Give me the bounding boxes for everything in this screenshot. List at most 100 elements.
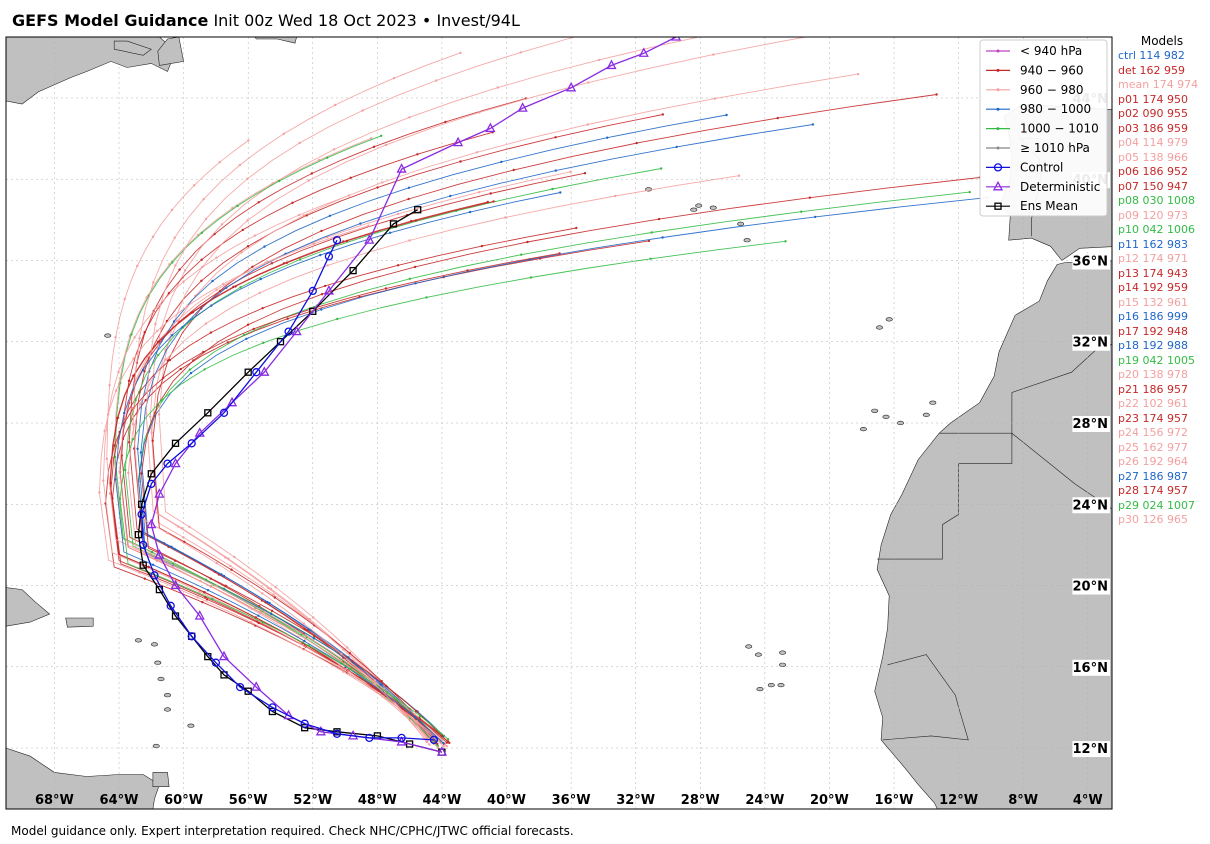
member-track-point: [103, 429, 106, 432]
member-track-point: [340, 652, 343, 656]
member-track-point: [414, 716, 417, 719]
member-track-point: [384, 143, 388, 147]
legend-swatch-marker: [996, 146, 1000, 150]
island-shape: [164, 693, 172, 698]
lat-label-bg: [1072, 741, 1110, 758]
member-track-point: [127, 471, 130, 474]
member-track-point: [145, 412, 148, 415]
member-track-point: [246, 177, 249, 180]
member-track-point: [712, 33, 714, 35]
member-track-point: [713, 97, 717, 100]
lon-tick-label: 52°W: [293, 793, 332, 808]
island-shape: [164, 707, 172, 712]
island-shape: [871, 408, 879, 413]
model-entry: p02 090 955: [1118, 107, 1188, 120]
member-track-point: [102, 479, 105, 482]
member-track-point: [512, 168, 515, 172]
member-track-point: [307, 644, 311, 647]
member-track-point: [380, 134, 383, 137]
member-track-point: [776, 116, 779, 120]
member-track-point: [154, 322, 157, 326]
member-track-point: [151, 235, 155, 238]
legend-swatch-marker: [992, 180, 1004, 191]
member-track-point: [408, 277, 411, 280]
member-track-point: [392, 77, 396, 80]
member-track-point: [414, 282, 417, 285]
member-track-point: [348, 652, 352, 655]
ens-mean-track-point: [134, 531, 143, 539]
island-shape: [777, 682, 785, 688]
member-track-point: [128, 441, 131, 444]
member-track-point: [342, 670, 345, 673]
lon-tick-label: 56°W: [229, 793, 268, 808]
member-track-point: [418, 714, 422, 718]
venezuela-coast: [6, 747, 160, 809]
member-track-point: [261, 307, 264, 310]
newfoundland-island: [254, 37, 297, 44]
model-entry: p28 174 957: [1118, 484, 1188, 497]
control-track-point: [332, 729, 342, 738]
africa-land: [874, 260, 1112, 809]
lat-label-bg: [1072, 578, 1110, 595]
ens-mean-track-point: [389, 220, 398, 228]
island-shape: [709, 205, 717, 210]
member-track-point: [418, 718, 422, 721]
island-shape: [745, 644, 753, 649]
deterministic-track-point: [218, 650, 230, 661]
member-track-point: [414, 219, 418, 222]
lat-label-bg: [1072, 497, 1110, 514]
member-track-point: [416, 153, 419, 156]
model-entry: p17 192 948: [1118, 324, 1188, 338]
member-track: [149, 37, 701, 741]
member-track-point: [459, 160, 462, 163]
legend-swatch-marker: [996, 107, 1000, 111]
member-track-point: [136, 264, 139, 268]
member-track-point: [856, 72, 860, 76]
member-track-point: [320, 293, 324, 296]
member-track-point: [249, 621, 253, 624]
member-track-point: [151, 563, 155, 566]
member-track-point: [260, 599, 264, 602]
member-track-point: [278, 179, 281, 183]
model-entry: p01 174 950: [1118, 92, 1188, 106]
ens-mean-track-point: [204, 409, 212, 417]
deterministic-track-point: [453, 136, 464, 147]
member-track-point: [373, 679, 377, 682]
member-track-point: [968, 190, 971, 194]
member-track-point: [226, 341, 230, 344]
control-track-point: [150, 571, 159, 580]
member-track-point: [270, 612, 273, 616]
model-entry: det 162 959: [1118, 63, 1186, 77]
member-track-point: [313, 634, 316, 638]
member-track-point: [529, 276, 533, 279]
member-track-point: [520, 253, 523, 256]
island-shape: [157, 676, 165, 682]
member-track-point: [215, 288, 218, 291]
member-track-point: [150, 431, 153, 434]
member-track-point: [445, 741, 448, 744]
island-shape: [154, 660, 162, 665]
deterministic-track-point: [606, 59, 617, 70]
member-track-point: [258, 291, 261, 294]
member-track-point: [649, 257, 652, 260]
pei-island: [113, 40, 152, 56]
member-track-point: [157, 340, 161, 343]
deterministic-track-point: [364, 234, 375, 244]
legend-entry-label: Control: [1020, 160, 1063, 174]
legend-swatch-marker: [996, 49, 1000, 53]
member-track-point: [273, 596, 276, 599]
model-entry: p27 186 987: [1118, 469, 1188, 483]
member-track-point: [342, 648, 345, 651]
lon-tick-label: 60°W: [164, 793, 203, 808]
deterministic-track-point: [485, 122, 496, 133]
member-track-point: [178, 268, 181, 271]
ensemble-tracks: [98, 33, 989, 750]
member-track-point: [241, 228, 244, 232]
member-track-point: [156, 329, 159, 333]
ens-mean-track-point: [244, 368, 252, 376]
control-track-point: [300, 719, 309, 728]
member-track-point: [171, 261, 174, 264]
member-track-point: [188, 525, 191, 528]
member-track-point: [415, 720, 419, 723]
ens-mean-track-point: [309, 307, 317, 315]
